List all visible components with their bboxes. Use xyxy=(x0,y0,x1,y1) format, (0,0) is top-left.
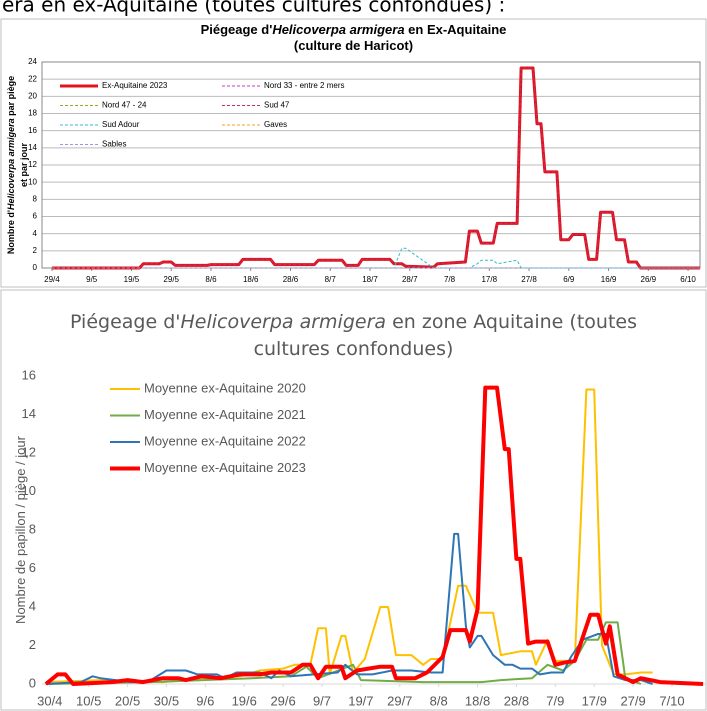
title-part: cultures confondues) xyxy=(254,338,454,360)
x-tick-label: 28/6 xyxy=(283,275,299,284)
chart-title: cultures confondues) xyxy=(254,338,454,360)
y-tick-label: 0 xyxy=(33,263,38,272)
y-tick-label: 2 xyxy=(29,637,36,652)
x-tick-label: 29/6 xyxy=(270,693,295,708)
x-tick-label: 9/6 xyxy=(196,693,214,708)
legend-label: Moyenne ex-Aquitaine 2020 xyxy=(144,380,306,395)
series-line xyxy=(45,388,653,684)
x-tick-label: 10/5 xyxy=(76,693,101,708)
y-tick-label: 8 xyxy=(29,521,36,536)
x-tick-label: 17/8 xyxy=(481,275,497,284)
header-text: era en ex-Aquitaine (toutes cultures con… xyxy=(2,0,505,17)
x-tick-label: 29/7 xyxy=(387,693,412,708)
x-tick-label: 20/5 xyxy=(115,693,140,708)
title-part: Helicoverpa armigera xyxy=(181,311,387,333)
y-tick-label: 12 xyxy=(28,160,37,169)
y-tick-label: 4 xyxy=(29,598,36,613)
y-tick-label: 12 xyxy=(22,444,36,459)
x-tick-label: 28/7 xyxy=(402,275,418,284)
x-tick-label: 26/9 xyxy=(641,275,657,284)
y-tick-label: 18 xyxy=(28,109,37,118)
y-label-part: Helicoverpa armigera xyxy=(6,118,16,210)
x-tick-label: 28/8 xyxy=(504,693,529,708)
legend-label: Sud Adour xyxy=(102,120,140,129)
chart-title: Piégeage d'Helicoverpa armigera en zone … xyxy=(70,311,637,333)
chart-title: Piégeage d'Helicoverpa armigera en Ex-Aq… xyxy=(201,22,507,37)
y-tick-label: 4 xyxy=(33,229,38,238)
x-tick-label: 18/6 xyxy=(243,275,259,284)
x-tick-label: 7/10 xyxy=(659,693,684,708)
legend-label: Gaves xyxy=(264,120,287,129)
y-axis-label: et par jour xyxy=(19,143,29,188)
series-line xyxy=(44,385,704,686)
y-tick-label: 16 xyxy=(28,126,37,135)
x-tick-label: 19/5 xyxy=(124,275,140,284)
y-tick-label: 0 xyxy=(29,675,36,690)
y-axis-label: Nombre d'Helicoverpa armigera par piège xyxy=(6,76,16,254)
title-part: Piégeage d' xyxy=(70,311,180,333)
legend-label: Moyenne ex-Aquitaine 2023 xyxy=(144,460,306,475)
y-label-part: par piège xyxy=(6,76,16,119)
x-tick-label: 18/8 xyxy=(465,693,490,708)
y-axis-label: Nombre de papillon / piège / jour xyxy=(13,435,28,624)
chart-title: (culture de Haricot) xyxy=(294,38,413,53)
x-tick-label: 19/6 xyxy=(232,693,257,708)
title-part: en zone Aquitaine (toutes xyxy=(386,311,637,333)
x-tick-label: 16/9 xyxy=(601,275,617,284)
title-part: en Ex-Aquitaine xyxy=(405,22,507,37)
y-tick-label: 24 xyxy=(28,57,37,66)
legend-label: Sud 47 xyxy=(264,101,290,110)
chart-frame xyxy=(0,18,707,288)
legend-label: Moyenne ex-Aquitaine 2022 xyxy=(144,433,306,448)
y-tick-label: 10 xyxy=(28,177,37,186)
x-tick-label: 30/5 xyxy=(154,693,179,708)
legend-label: Moyenne ex-Aquitaine 2021 xyxy=(144,407,306,422)
legend-label: Nord 33 - entre 2 mers xyxy=(264,81,344,90)
x-tick-label: 29/4 xyxy=(44,275,60,284)
y-label-part: Nombre de papillon / piège / jour xyxy=(13,435,28,624)
y-tick-label: 22 xyxy=(28,74,37,83)
x-tick-label: 17/9 xyxy=(582,693,607,708)
x-tick-label: 6/10 xyxy=(680,275,696,284)
x-tick-label: 7/9 xyxy=(546,693,564,708)
y-tick-label: 16 xyxy=(22,367,36,382)
y-tick-label: 8 xyxy=(33,194,38,203)
title-part: Piégeage d' xyxy=(201,22,273,37)
y-tick-label: 6 xyxy=(29,560,36,575)
y-tick-label: 2 xyxy=(33,246,38,255)
x-tick-label: 8/8 xyxy=(430,693,448,708)
x-tick-label: 19/7 xyxy=(348,693,373,708)
x-tick-label: 9/5 xyxy=(86,275,98,284)
y-tick-label: 6 xyxy=(33,212,38,221)
x-tick-label: 27/8 xyxy=(521,275,537,284)
series-line xyxy=(45,532,653,685)
legend-label: Ex-Aquitaine 2023 xyxy=(102,81,168,90)
x-tick-label: 18/7 xyxy=(362,275,378,284)
y-tick-label: 14 xyxy=(28,143,37,152)
title-part: Helicoverpa armigera xyxy=(272,22,404,37)
series-line xyxy=(51,67,700,269)
x-tick-label: 8/6 xyxy=(205,275,217,284)
y-tick-label: 20 xyxy=(28,91,37,100)
y-label-part: Nombre d' xyxy=(6,210,16,254)
x-tick-label: 9/7 xyxy=(313,693,331,708)
x-tick-label: 29/5 xyxy=(163,275,179,284)
title-part: (culture de Haricot) xyxy=(294,38,413,53)
y-tick-label: 10 xyxy=(22,483,36,498)
legend-label: Nord 47 - 24 xyxy=(102,101,147,110)
y-label-part: et par jour xyxy=(19,143,29,188)
legend-label: Sables xyxy=(102,140,126,149)
x-tick-label: 27/9 xyxy=(620,693,645,708)
x-tick-label: 8/7 xyxy=(325,275,337,284)
x-tick-label: 30/4 xyxy=(37,693,62,708)
x-tick-label: 7/8 xyxy=(444,275,456,284)
x-tick-label: 6/9 xyxy=(563,275,575,284)
y-tick-label: 14 xyxy=(22,406,36,421)
